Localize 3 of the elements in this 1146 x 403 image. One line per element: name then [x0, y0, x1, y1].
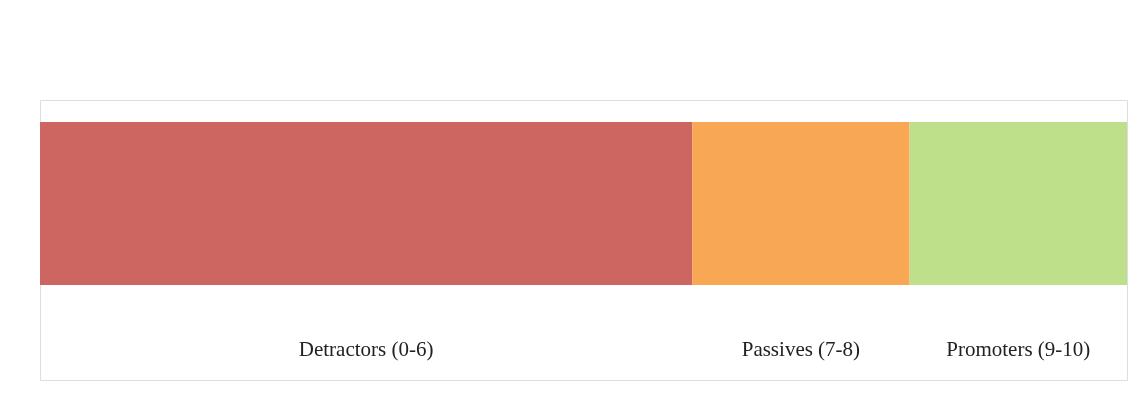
- text: Promoters (9-10): [946, 337, 1091, 361]
- text: Detractors (0-6): [298, 337, 434, 361]
- text: Passives (7-8): [741, 337, 861, 361]
